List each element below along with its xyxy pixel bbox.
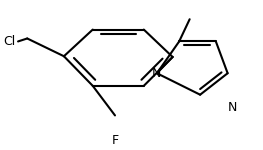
Text: N: N [228,101,237,114]
Text: Cl: Cl [3,35,16,48]
Text: F: F [112,134,119,147]
Text: N: N [152,67,161,80]
